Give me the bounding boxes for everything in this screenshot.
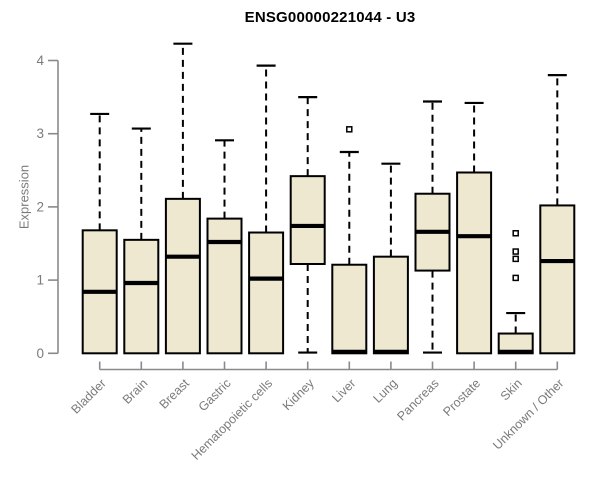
x-tick-label-liver: Liver bbox=[329, 376, 358, 405]
x-tick-label-hematopoietic-cells: Hematopoietic cells bbox=[189, 376, 276, 463]
x-tick-label-gastric: Gastric bbox=[196, 376, 234, 414]
box-rect-gastric bbox=[206, 217, 243, 355]
x-tick-label-lung: Lung bbox=[370, 376, 400, 406]
y-tick-label: 2 bbox=[36, 199, 44, 214]
x-tick-label-skin: Skin bbox=[498, 376, 525, 403]
y-axis-label: Expression bbox=[16, 164, 32, 230]
chart-title: ENSG00000221044 - U3 bbox=[244, 9, 416, 26]
box-rect-prostate bbox=[456, 171, 493, 355]
outlier-point-skin bbox=[512, 274, 519, 282]
box-rect-kidney bbox=[289, 175, 326, 265]
x-tick-label-brain: Brain bbox=[120, 376, 151, 407]
outlier-point-skin bbox=[512, 248, 519, 255]
box-rect-unknown-other bbox=[539, 204, 576, 355]
y-tick-label: 3 bbox=[36, 126, 44, 141]
x-tick-label-kidney: Kidney bbox=[280, 376, 317, 413]
y-tick-label: 0 bbox=[36, 346, 44, 361]
box-rect-breast bbox=[164, 197, 201, 355]
x-tick-label-unknown-other: Unknown / Other bbox=[490, 376, 566, 452]
y-tick-label: 4 bbox=[36, 53, 44, 68]
box-rect-liver bbox=[331, 263, 368, 355]
y-tick-label: 1 bbox=[36, 273, 44, 288]
box-rect-hematopoietic-cells bbox=[248, 231, 285, 355]
x-tick-label-bladder: Bladder bbox=[68, 376, 108, 416]
outlier-point-skin bbox=[512, 230, 519, 237]
outlier-point-skin bbox=[512, 255, 519, 263]
x-tick-label-prostate: Prostate bbox=[440, 376, 483, 419]
box-rect-lung bbox=[372, 255, 409, 355]
x-tick-label-breast: Breast bbox=[157, 376, 193, 412]
x-tick-label-pancreas: Pancreas bbox=[394, 376, 441, 423]
box-rect-brain bbox=[123, 238, 160, 355]
outlier-point-liver bbox=[346, 126, 353, 133]
